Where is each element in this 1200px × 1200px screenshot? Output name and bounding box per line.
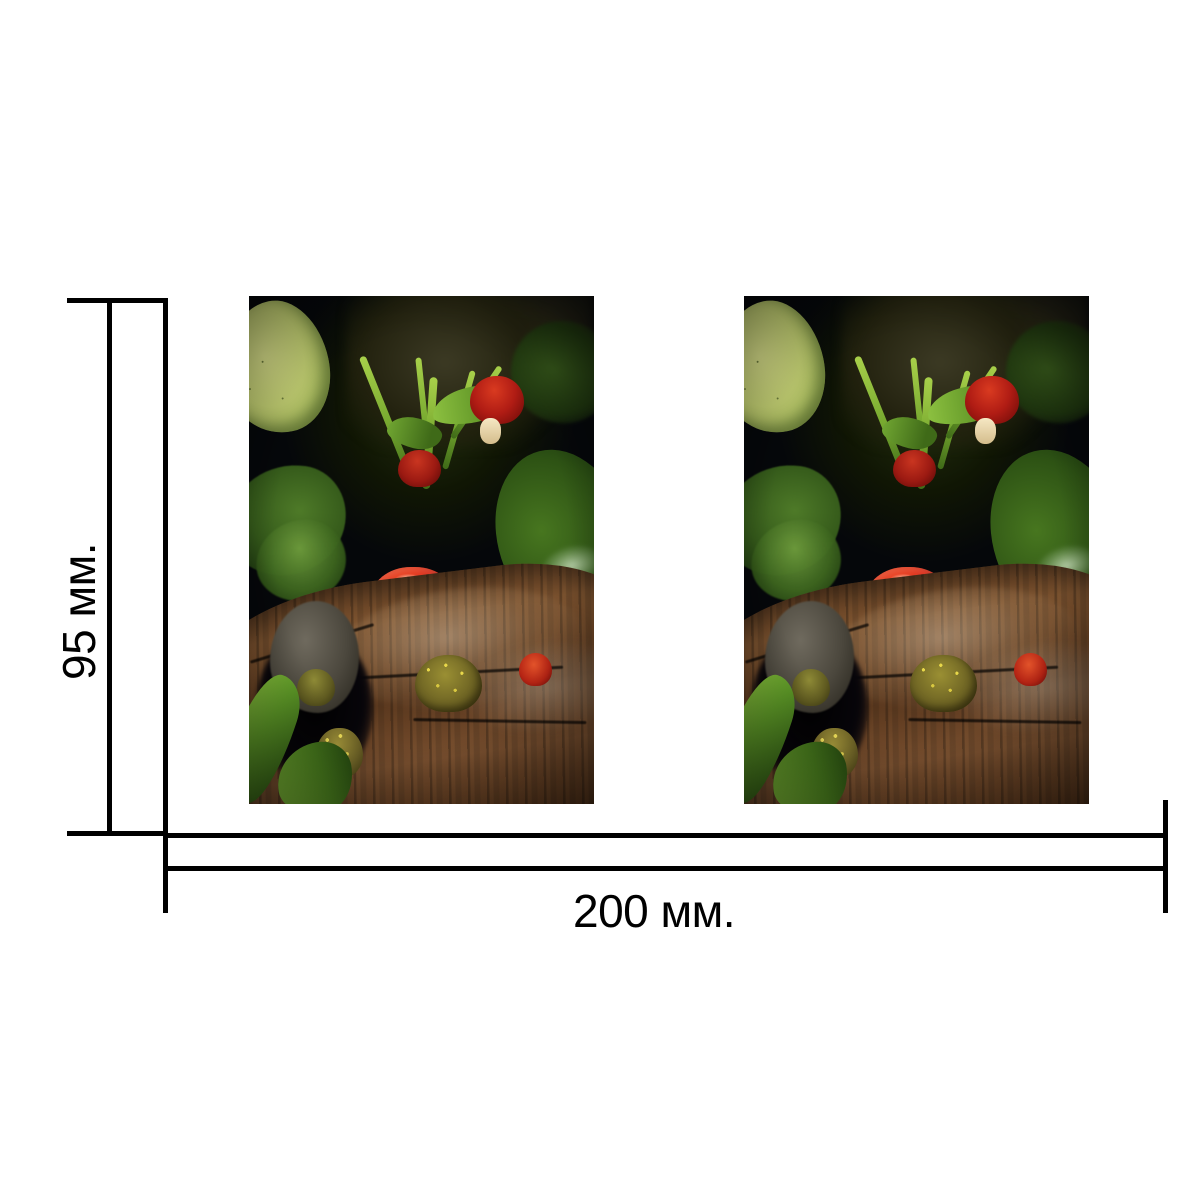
crab-right-edge: [511, 641, 587, 712]
width-dimension-right-cap: [1163, 866, 1168, 913]
photo-scene-right: [744, 296, 1089, 804]
crab-carapace: [909, 655, 977, 712]
height-dimension-top-cap: [67, 298, 168, 303]
product-photo-left: [249, 296, 594, 804]
extension-line-right: [1163, 800, 1168, 913]
width-dimension-line: [165, 866, 1166, 871]
crab-carapace: [398, 449, 442, 487]
crab-carapace: [414, 655, 482, 712]
crab-carapace: [893, 449, 937, 487]
height-dimension-label: 95 мм.: [53, 543, 105, 680]
height-dimension-bottom-cap: [67, 831, 168, 836]
crab-middle: [868, 438, 972, 519]
crab-claw: [974, 418, 996, 444]
width-dimension-guide-line: [165, 833, 1166, 838]
crab-claw: [479, 418, 501, 444]
height-dimension-line: [107, 300, 112, 835]
width-dimension-left-cap: [163, 866, 168, 913]
crab-carapace: [518, 652, 553, 686]
crab-carapace: [791, 668, 831, 706]
extension-line-left: [163, 298, 168, 913]
product-photo-right: [744, 296, 1089, 804]
crab-carapace: [296, 668, 336, 706]
width-dimension-label: 200 мм.: [573, 885, 736, 937]
photo-scene-left: [249, 296, 594, 804]
crab-carapace: [965, 376, 1020, 424]
crab-carapace: [1013, 652, 1048, 686]
crab-right-edge: [1006, 641, 1082, 712]
crab-middle: [373, 438, 477, 519]
crab-carapace: [470, 376, 525, 424]
